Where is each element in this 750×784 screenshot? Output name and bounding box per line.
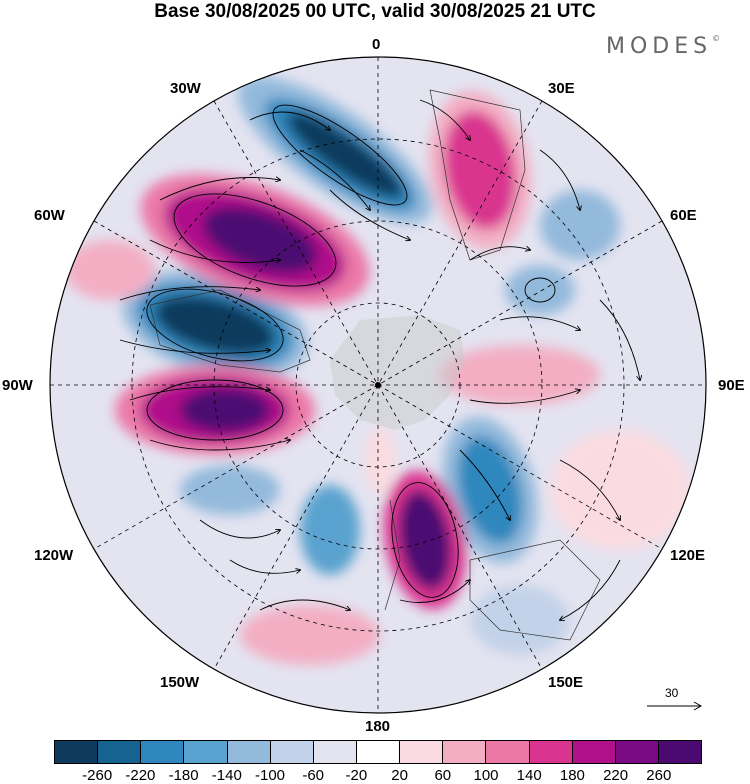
graticule	[50, 57, 706, 713]
colorbar-tick-label: -260	[82, 767, 113, 784]
colorbar-segment	[356, 741, 401, 763]
colorbar-tick-label: -220	[125, 767, 156, 784]
colorbar-tick-label: 140	[516, 767, 542, 784]
map-boundary	[49, 56, 707, 714]
lon-label-120e: 120E	[670, 547, 706, 564]
lon-label-150e: 150E	[548, 674, 584, 691]
anomaly-patch	[180, 465, 280, 515]
lon-label-150w: 150W	[160, 674, 200, 691]
brand-logo: MODES©	[606, 34, 721, 59]
colorbar-segment	[486, 741, 530, 763]
colorbar-segment	[529, 741, 573, 763]
lon-label-90w: 90W	[2, 377, 33, 394]
contour-lines	[146, 104, 556, 598]
colorbar-tick-label: 20	[391, 767, 408, 784]
vector-reference: 30	[645, 686, 705, 716]
anomaly-field	[50, 57, 706, 713]
colorbar-tick-label: 180	[559, 767, 585, 784]
lon-label-30e: 30E	[548, 80, 575, 97]
colorbar-tick-label: 220	[603, 767, 629, 784]
colorbar-tick-label: 260	[646, 767, 672, 784]
anomaly-patch	[286, 112, 404, 198]
colorbar	[54, 740, 702, 764]
colorbar-segment	[184, 741, 228, 763]
anomaly-patch	[540, 190, 620, 260]
colorbar-segment	[443, 741, 487, 763]
colorbar-tick-label: -140	[211, 767, 242, 784]
africa-land	[429, 89, 526, 261]
colorbar-tick-label: -100	[254, 767, 286, 784]
vector-reference-value: 30	[665, 686, 679, 700]
anomaly-patch	[440, 345, 600, 405]
colorbar-segment	[55, 741, 99, 763]
anomaly-patch	[365, 425, 395, 495]
new-zealand-land	[384, 499, 401, 611]
lon-label-90e: 90E	[718, 377, 745, 394]
colorbar-segment	[572, 741, 616, 763]
anomaly-patch	[398, 490, 452, 590]
chart-title: Base 30/08/2025 00 UTC, valid 30/08/2025…	[154, 1, 596, 22]
colorbar-tick-label: 60	[434, 767, 452, 784]
anomaly-patch	[180, 388, 270, 432]
lon-label-120w: 120W	[34, 547, 74, 564]
colorbar-segment	[313, 741, 357, 763]
anomaly-patch	[65, 240, 155, 300]
australia-land	[469, 539, 601, 641]
colorbar-tick-label: -20	[345, 767, 368, 784]
colorbar-tick-label: -60	[302, 767, 325, 784]
colorbar-segment	[141, 741, 185, 763]
lon-label-180: 180	[365, 718, 391, 735]
colorbar-segment	[615, 741, 659, 763]
lon-label-60e: 60E	[670, 207, 697, 224]
anomaly-patch	[154, 295, 276, 355]
colorbar-segment	[270, 741, 314, 763]
anomaly-patch	[240, 605, 380, 665]
colorbar-segment	[658, 741, 702, 763]
wind-vectors	[119, 99, 640, 620]
anomaly-patch	[505, 265, 575, 315]
colorbar-segment	[98, 741, 142, 763]
colorbar-segment	[400, 741, 444, 763]
anomaly-patch	[202, 206, 318, 274]
lon-label-0: 0	[372, 36, 381, 53]
lon-label-60w: 60W	[34, 207, 65, 224]
anomaly-patch	[550, 430, 690, 550]
colorbar-tick-label: -180	[168, 767, 199, 784]
lon-label-30w: 30W	[170, 80, 201, 97]
antarctica-land	[330, 315, 465, 430]
anomaly-patch	[300, 485, 360, 575]
colorbar-segment	[227, 741, 271, 763]
colorbar-tick-label: 100	[473, 767, 499, 784]
anomaly-patch	[443, 110, 517, 230]
anomaly-patch	[470, 585, 570, 655]
